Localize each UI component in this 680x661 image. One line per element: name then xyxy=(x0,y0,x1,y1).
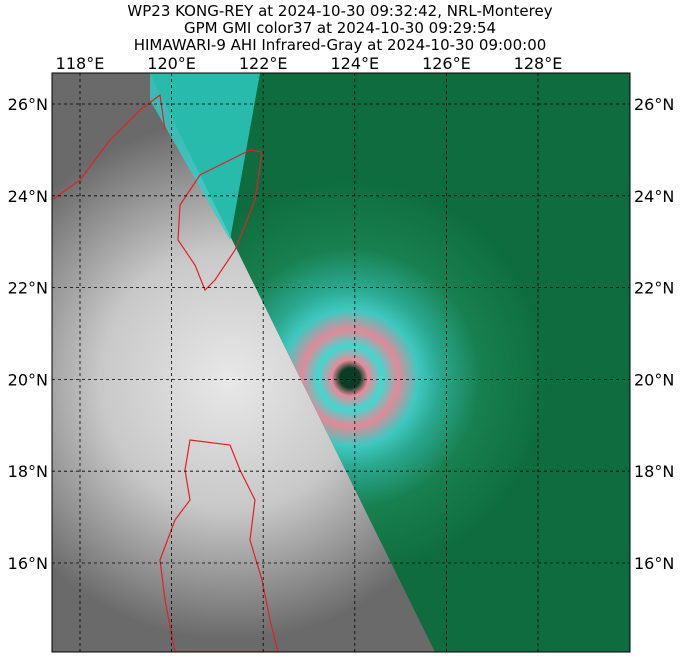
lat-label: 24°N xyxy=(634,187,674,206)
lon-label: 120°E xyxy=(147,54,196,73)
title-line: WP23 KONG-REY at 2024-10-30 09:32:42, NR… xyxy=(127,2,552,20)
lat-label: 16°N xyxy=(8,554,48,573)
lon-label: 122°E xyxy=(239,54,288,73)
lat-label: 26°N xyxy=(8,95,48,114)
lat-label: 20°N xyxy=(8,370,48,389)
lat-label: 22°N xyxy=(8,279,48,298)
lon-label: 124°E xyxy=(330,54,379,73)
lon-label: 118°E xyxy=(56,54,105,73)
lat-label: 16°N xyxy=(634,554,674,573)
title-line: HIMAWARI-9 AHI Infrared-Gray at 2024-10-… xyxy=(134,36,547,54)
lat-label: 18°N xyxy=(634,462,674,481)
lon-label: 126°E xyxy=(422,54,471,73)
title-line: GPM GMI color37 at 2024-10-30 09:29:54 xyxy=(184,19,496,37)
lat-label: 20°N xyxy=(634,370,674,389)
map-frame xyxy=(51,72,631,653)
lat-label: 24°N xyxy=(8,187,48,206)
lat-label: 22°N xyxy=(634,279,674,298)
lat-label: 18°N xyxy=(8,462,48,481)
satellite-image xyxy=(52,73,630,652)
graticule xyxy=(52,73,630,652)
lat-label: 26°N xyxy=(634,95,674,114)
lon-label: 128°E xyxy=(514,54,563,73)
